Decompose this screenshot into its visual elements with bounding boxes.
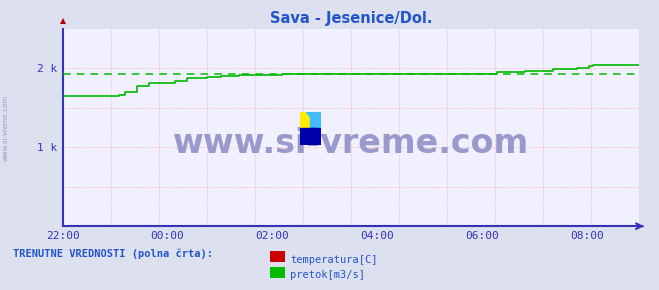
- Title: Sava - Jesenice/Dol.: Sava - Jesenice/Dol.: [270, 11, 432, 26]
- Text: www.si-vreme.com: www.si-vreme.com: [173, 127, 529, 160]
- Text: temperatura[C]: temperatura[C]: [290, 255, 378, 264]
- Bar: [300, 112, 310, 128]
- Text: TRENUTNE VREDNOSTI (polna črta):: TRENUTNE VREDNOSTI (polna črta):: [13, 248, 213, 259]
- Bar: [300, 128, 321, 145]
- Polygon shape: [306, 112, 321, 132]
- Text: pretok[m3/s]: pretok[m3/s]: [290, 271, 365, 280]
- Text: www.si-vreme.com: www.si-vreme.com: [2, 95, 9, 161]
- Bar: [310, 112, 321, 128]
- Polygon shape: [310, 128, 321, 145]
